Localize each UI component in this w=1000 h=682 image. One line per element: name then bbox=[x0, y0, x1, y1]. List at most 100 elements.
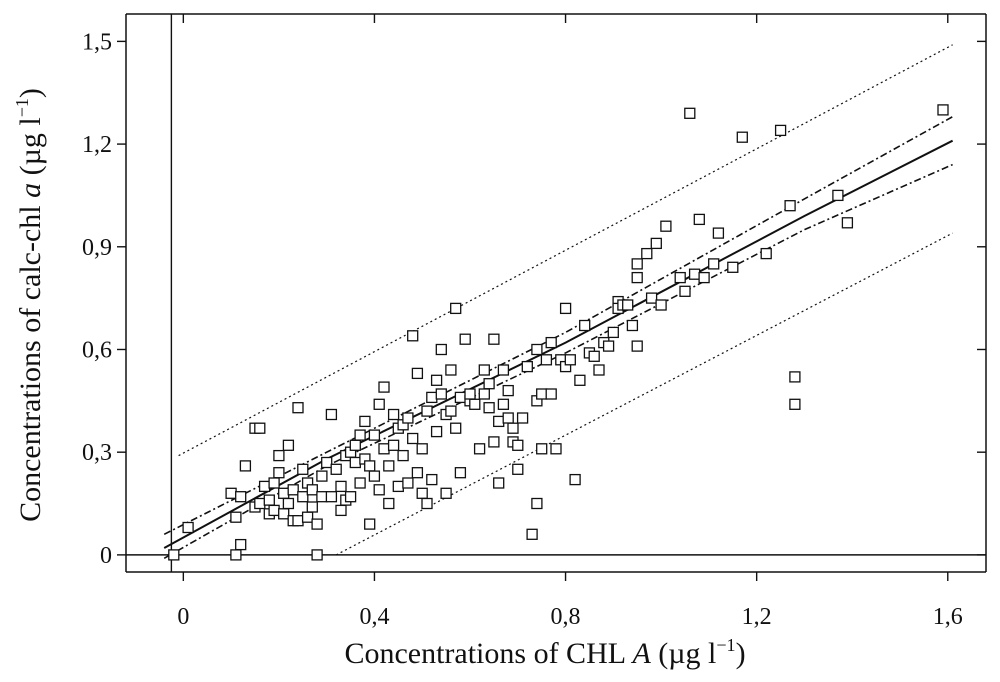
data-point bbox=[502, 412, 514, 424]
data-point bbox=[483, 402, 495, 414]
data-point bbox=[273, 449, 285, 462]
data-point bbox=[311, 549, 323, 561]
data-point bbox=[349, 456, 361, 469]
data-point bbox=[684, 107, 696, 119]
y-axis-title: Concentrations of calc-chl a (µg l−1) bbox=[12, 88, 47, 522]
data-point bbox=[316, 491, 328, 503]
data-point bbox=[402, 477, 414, 489]
data-point bbox=[297, 463, 309, 475]
data-point bbox=[521, 360, 533, 373]
data-point bbox=[354, 429, 366, 441]
data-point bbox=[488, 333, 500, 345]
plot-frame bbox=[125, 13, 987, 573]
data-point bbox=[325, 491, 338, 503]
data-point bbox=[540, 354, 553, 366]
data-point bbox=[512, 439, 524, 451]
prediction-lower-line bbox=[335, 232, 953, 556]
data-point bbox=[789, 398, 801, 410]
data-point bbox=[282, 497, 295, 510]
data-point bbox=[478, 364, 490, 376]
data-point bbox=[536, 388, 548, 400]
data-point bbox=[469, 398, 481, 410]
data-point bbox=[349, 439, 361, 451]
data-point bbox=[698, 271, 710, 284]
data-point bbox=[841, 217, 854, 229]
data-point bbox=[287, 484, 299, 496]
data-point bbox=[230, 549, 242, 561]
x-tick-label: 0 bbox=[177, 604, 189, 630]
data-point bbox=[579, 319, 591, 332]
data-point bbox=[383, 460, 395, 472]
data-point bbox=[225, 487, 237, 499]
data-point bbox=[368, 429, 381, 441]
data-point bbox=[454, 391, 467, 404]
data-point bbox=[335, 504, 347, 517]
data-point bbox=[230, 511, 242, 523]
data-point bbox=[631, 340, 643, 352]
data-point bbox=[937, 104, 949, 116]
data-point bbox=[545, 388, 557, 400]
data-point bbox=[445, 364, 457, 376]
data-point bbox=[536, 443, 548, 455]
data-point bbox=[450, 422, 462, 434]
data-point bbox=[383, 497, 395, 510]
data-point bbox=[426, 391, 438, 404]
y-tick-label: 0,6 bbox=[82, 337, 112, 363]
data-point bbox=[760, 247, 772, 260]
data-point bbox=[440, 487, 452, 499]
data-point bbox=[622, 299, 634, 311]
data-point bbox=[526, 528, 538, 540]
data-point bbox=[306, 484, 318, 496]
data-point bbox=[459, 333, 471, 345]
data-point bbox=[493, 477, 505, 489]
data-point bbox=[688, 268, 701, 280]
data-point bbox=[569, 473, 581, 486]
data-point bbox=[641, 247, 653, 260]
data-point bbox=[421, 497, 433, 510]
data-point bbox=[674, 271, 686, 284]
data-point bbox=[364, 518, 376, 530]
data-point bbox=[292, 515, 304, 527]
data-point bbox=[593, 364, 605, 376]
data-point bbox=[445, 405, 457, 417]
data-point bbox=[411, 367, 424, 380]
data-point bbox=[368, 470, 381, 482]
data-point bbox=[301, 511, 314, 523]
x-tick-label: 1,6 bbox=[933, 604, 963, 630]
data-point bbox=[454, 467, 467, 479]
data-point bbox=[655, 299, 667, 311]
data-point bbox=[316, 470, 328, 482]
data-point bbox=[708, 258, 720, 270]
data-point bbox=[258, 480, 271, 493]
data-point bbox=[559, 302, 572, 315]
data-point bbox=[392, 480, 404, 493]
data-point bbox=[278, 487, 290, 499]
data-point bbox=[364, 460, 376, 472]
y-tick-label: 0,9 bbox=[82, 235, 112, 261]
data-point bbox=[550, 443, 562, 455]
data-point bbox=[359, 415, 371, 428]
regression-lines bbox=[163, 44, 954, 559]
data-point bbox=[626, 319, 639, 332]
data-point bbox=[297, 491, 309, 503]
data-point bbox=[607, 326, 619, 339]
data-point bbox=[411, 467, 424, 479]
data-point bbox=[235, 491, 247, 503]
data-point bbox=[774, 124, 787, 137]
data-point bbox=[531, 497, 543, 510]
data-point bbox=[493, 415, 505, 428]
data-point bbox=[373, 484, 385, 496]
data-point bbox=[292, 402, 304, 414]
data-point bbox=[263, 494, 275, 506]
data-point bbox=[387, 439, 400, 451]
x-tick-label: 0,8 bbox=[551, 604, 581, 630]
data-point bbox=[330, 463, 342, 475]
data-point bbox=[435, 388, 447, 400]
data-point bbox=[512, 463, 524, 475]
data-point bbox=[483, 378, 495, 390]
data-point bbox=[574, 374, 586, 386]
data-point bbox=[306, 501, 318, 513]
data-point bbox=[273, 467, 285, 479]
data-point bbox=[325, 408, 338, 421]
